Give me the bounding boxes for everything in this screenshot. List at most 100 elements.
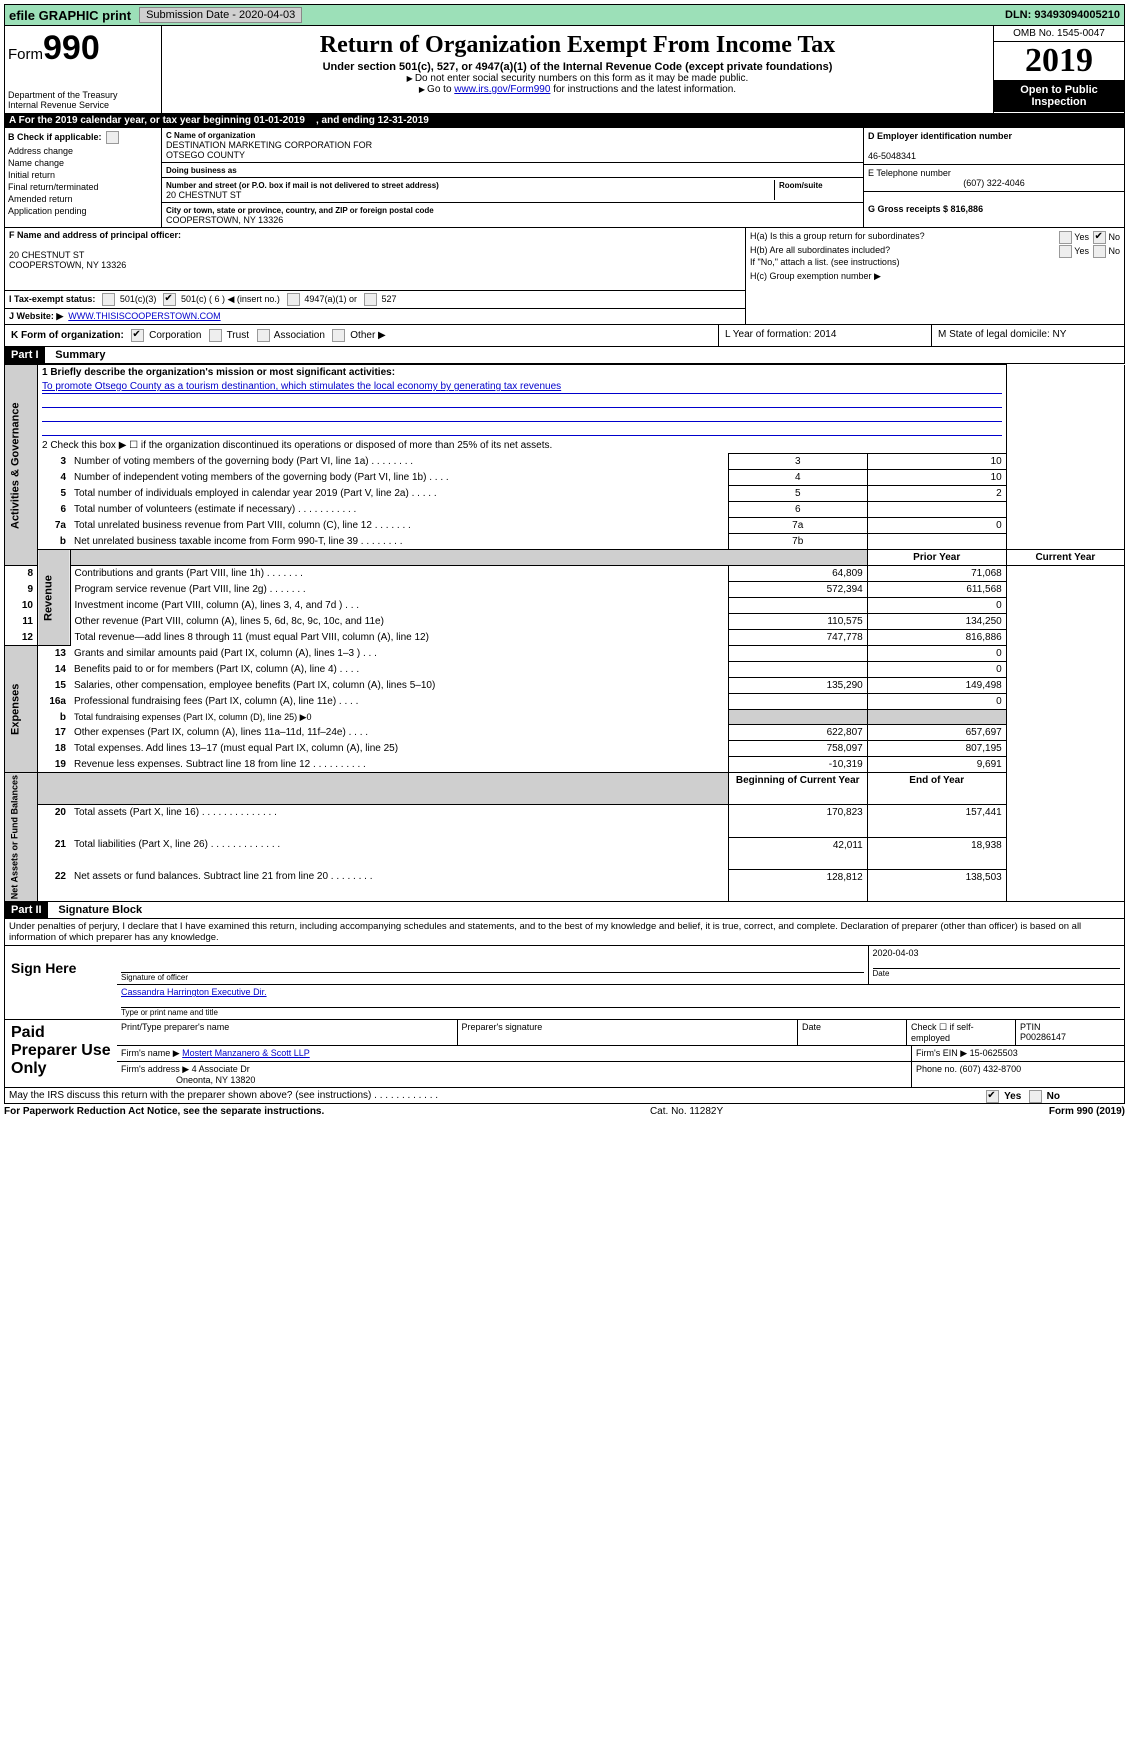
row-18: 18Total expenses. Add lines 13–17 (must … <box>5 741 1125 757</box>
sig-name-label: Type or print name and title <box>121 1007 1120 1017</box>
q2-row: 2 Check this box ▶ ☐ if the organization… <box>38 438 1007 454</box>
ck-trust[interactable] <box>209 329 222 342</box>
firm-phone-label: Phone no. <box>916 1064 957 1074</box>
ck-4947[interactable] <box>287 293 300 306</box>
section-f-to-j: F Name and address of principal officer:… <box>4 228 1125 325</box>
hb-note: If "No," attach a list. (see instruction… <box>750 257 1120 267</box>
form-title: Return of Organization Exempt From Incom… <box>166 32 989 59</box>
row-6: 6Total number of volunteers (estimate if… <box>5 502 1125 518</box>
row-5: 5Total number of individuals employed in… <box>5 486 1125 502</box>
ck-hb-no[interactable] <box>1093 245 1106 258</box>
opt-application-pending: Application pending <box>8 206 158 216</box>
discuss-row: May the IRS discuss this return with the… <box>4 1088 1125 1104</box>
officer-name-link[interactable]: Cassandra Harrington Executive Dir. <box>121 987 267 997</box>
row-12: 12Total revenue—add lines 8 through 11 (… <box>5 630 1125 646</box>
ck-ha-yes[interactable] <box>1059 231 1072 244</box>
firm-ein-label: Firm's EIN ▶ <box>916 1048 967 1058</box>
firm-ein-value: 15-0625503 <box>970 1048 1018 1058</box>
row-10: 10Investment income (Part VIII, column (… <box>5 598 1125 614</box>
dba-label: Doing business as <box>166 166 237 175</box>
firm-name-link[interactable]: Mostert Manzanero & Scott LLP <box>182 1048 310 1058</box>
j-label: J Website: ▶ <box>9 311 63 321</box>
row-k-l-m: K Form of organization: Corporation Trus… <box>4 325 1125 347</box>
form-header: Form990 Department of the Treasury Inter… <box>4 26 1125 114</box>
e-label: E Telephone number <box>868 168 951 178</box>
hdr-current: Current Year <box>1006 550 1124 566</box>
ck-ha-no[interactable] <box>1093 231 1106 244</box>
website-link[interactable]: WWW.THISISCOOPERSTOWN.COM <box>68 311 220 321</box>
side-revenue: Revenue <box>38 550 71 646</box>
summary-table: Activities & Governance 1 Briefly descri… <box>4 364 1125 902</box>
self-emp-label: Check ☐ if self-employed <box>911 1022 974 1043</box>
mission-text[interactable]: To promote Otsego County as a tourism de… <box>42 381 561 392</box>
city-label: City or town, state or province, country… <box>166 206 434 215</box>
l-year: L Year of formation: 2014 <box>718 325 931 346</box>
row-9: 9Program service revenue (Part VIII, lin… <box>5 582 1125 598</box>
row-8: 8Contributions and grants (Part VIII, li… <box>5 566 1125 582</box>
top-bar: efile GRAPHIC print Submission Date - 20… <box>4 4 1125 26</box>
firm-name-label: Firm's name ▶ <box>121 1048 180 1058</box>
d-label: D Employer identification number <box>868 131 1012 141</box>
org-name-2: OTSEGO COUNTY <box>166 150 245 160</box>
ck-501c3[interactable] <box>102 293 115 306</box>
row-16a: 16aProfessional fundraising fees (Part I… <box>5 694 1125 710</box>
hc-row: H(c) Group exemption number ▶ <box>750 271 1120 282</box>
paid-preparer-block: Paid Preparer Use Only Print/Type prepar… <box>4 1020 1125 1088</box>
b-label: B Check if applicable: <box>8 132 102 142</box>
row-17: 17Other expenses (Part IX, column (A), l… <box>5 725 1125 741</box>
opt-name-change: Name change <box>8 158 158 168</box>
sign-here-block: Sign Here Signature of officer 2020-04-0… <box>4 946 1125 1020</box>
efile-label: efile GRAPHIC print <box>9 8 131 23</box>
paid-preparer-label: Paid Preparer Use Only <box>5 1020 117 1087</box>
footer-cat: Cat. No. 11282Y <box>324 1106 1049 1117</box>
addr-label: Number and street (or P.O. box if mail i… <box>166 181 439 190</box>
ck-discuss-no[interactable] <box>1029 1090 1042 1103</box>
footer-right: Form 990 (2019) <box>1049 1106 1125 1117</box>
ck-527[interactable] <box>364 293 377 306</box>
m-state: M State of legal domicile: NY <box>931 325 1124 346</box>
dept-label: Department of the Treasury Internal Reve… <box>8 90 158 110</box>
row-a-period: A For the 2019 calendar year, or tax yea… <box>4 114 1125 128</box>
ck-assoc[interactable] <box>257 329 270 342</box>
row-7b: bNet unrelated business taxable income f… <box>5 534 1125 550</box>
k-label: K Form of organization: <box>11 330 124 341</box>
row-15: 15Salaries, other compensation, employee… <box>5 678 1125 694</box>
omb-number: OMB No. 1545-0047 <box>994 26 1124 42</box>
phone-value: (607) 322-4046 <box>868 178 1120 188</box>
ck-501c[interactable] <box>163 293 176 306</box>
side-net: Net Assets or Fund Balances <box>5 773 38 902</box>
org-name-1: DESTINATION MARKETING CORPORATION FOR <box>166 140 372 150</box>
hb-row: H(b) Are all subordinates included? Yes … <box>750 245 1120 255</box>
ck-hb-yes[interactable] <box>1059 245 1072 258</box>
ha-row: H(a) Is this a group return for subordin… <box>750 231 1120 241</box>
row-21: 21Total liabilities (Part X, line 26) . … <box>5 837 1125 869</box>
room-label: Room/suite <box>779 181 823 190</box>
c-label: C Name of organization <box>166 131 255 140</box>
ck-corp[interactable] <box>131 329 144 342</box>
ck-discuss-yes[interactable] <box>986 1090 999 1103</box>
ck-other[interactable] <box>332 329 345 342</box>
row-3: 3Number of voting members of the governi… <box>5 454 1125 470</box>
form-subtitle: Under section 501(c), 527, or 4947(a)(1)… <box>166 61 989 73</box>
irs-link[interactable]: www.irs.gov/Form990 <box>454 84 550 95</box>
opt-final-return: Final return/terminated <box>8 182 158 192</box>
row-4: 4Number of independent voting members of… <box>5 470 1125 486</box>
tax-year: 2019 <box>994 42 1124 80</box>
opt-amended-return: Amended return <box>8 194 158 204</box>
hdr-begin: Beginning of Current Year <box>728 773 867 805</box>
footer-left: For Paperwork Reduction Act Notice, see … <box>4 1106 324 1117</box>
row-7a: 7aTotal unrelated business revenue from … <box>5 518 1125 534</box>
prep-name-hdr: Print/Type preparer's name <box>121 1022 229 1032</box>
submission-date-btn[interactable]: Submission Date - 2020-04-03 <box>139 7 302 23</box>
i-label: I Tax-exempt status: <box>9 294 95 304</box>
officer-addr1: 20 CHESTNUT ST <box>9 250 84 260</box>
opt-initial-return: Initial return <box>8 170 158 180</box>
ptin-label: PTIN <box>1020 1022 1041 1032</box>
firm-addr1: 4 Associate Dr <box>192 1064 250 1074</box>
firm-addr-label: Firm's address ▶ <box>121 1064 189 1074</box>
officer-addr2: COOPERSTOWN, NY 13326 <box>9 260 126 270</box>
perjury-text: Under penalties of perjury, I declare th… <box>4 919 1125 946</box>
open-inspection: Open to Public Inspection <box>994 80 1124 112</box>
ein-value: 46-5048341 <box>868 151 916 161</box>
checkbox-b0[interactable] <box>106 131 119 144</box>
